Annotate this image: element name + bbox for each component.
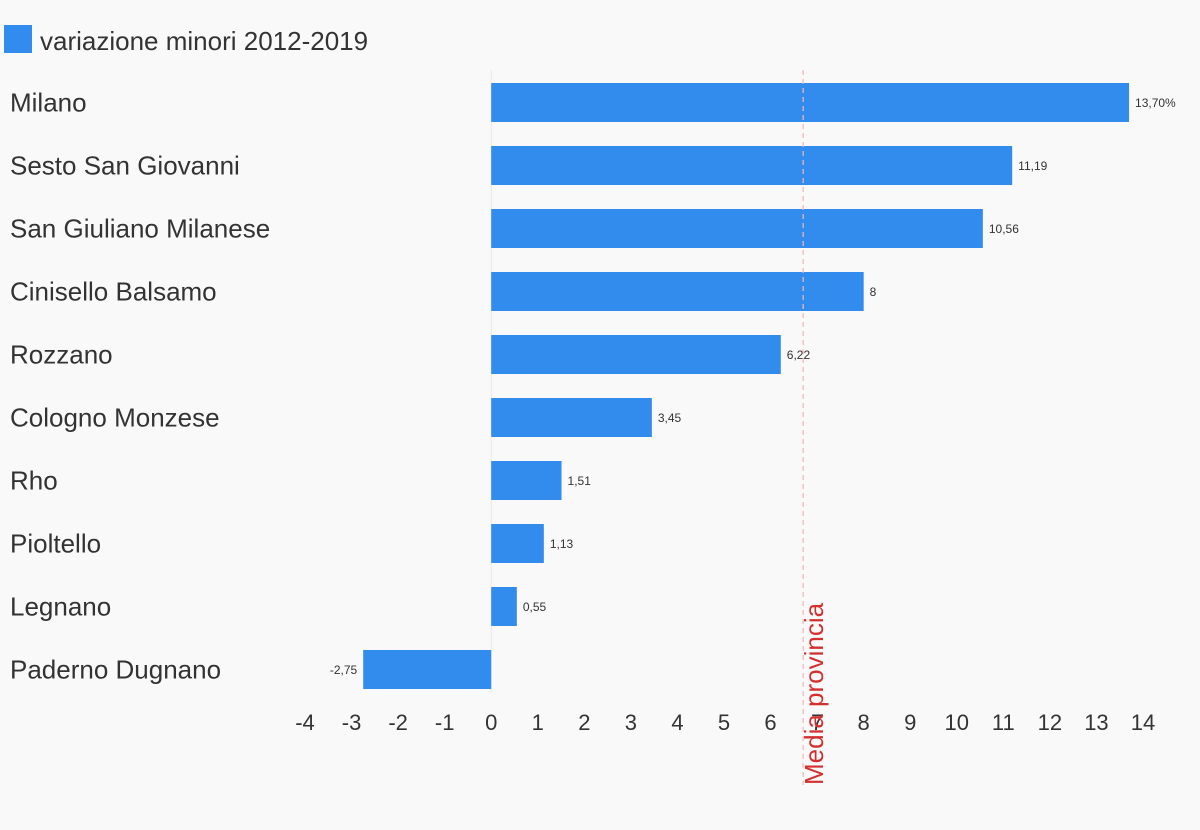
data-labels: 13,70% 11,19 10,56 8 6,22 3,45 1,51 1,13 0,55 -2,… (330, 96, 1176, 677)
category-label: Paderno Dugnano (10, 655, 221, 685)
bar (491, 209, 983, 248)
x-tick-label: 6 (764, 710, 776, 735)
data-label: 8 (870, 285, 877, 299)
bar (491, 398, 652, 437)
bar (491, 587, 517, 626)
legend-label: variazione minori 2012-2019 (40, 26, 368, 56)
category-label: Legnano (10, 592, 111, 622)
x-tick-label: 13 (1084, 710, 1108, 735)
category-label: Milano (10, 88, 87, 118)
category-labels: Milano Sesto San Giovanni San Giuliano Mil… (10, 88, 270, 685)
data-label: 13,70% (1135, 96, 1176, 110)
data-label: 1,13 (550, 537, 574, 551)
x-tick-label: -3 (342, 710, 362, 735)
x-tick-label: 2 (578, 710, 590, 735)
legend-swatch (4, 25, 32, 53)
data-label: 3,45 (658, 411, 682, 425)
category-label: San Giuliano Milanese (10, 214, 270, 244)
x-tick-label: 1 (532, 710, 544, 735)
x-tick-label: 8 (858, 710, 870, 735)
data-label: 6,22 (787, 348, 811, 362)
reference-line-group: Media provincia (799, 70, 829, 785)
category-label: Pioltello (10, 529, 101, 559)
x-tick-label: -4 (295, 710, 315, 735)
legend: variazione minori 2012-2019 (4, 25, 368, 56)
bar (491, 272, 864, 311)
x-tick-label: 5 (718, 710, 730, 735)
x-tick-label: 7 (811, 710, 823, 735)
bar (491, 335, 781, 374)
x-tick-label: 12 (1038, 710, 1062, 735)
x-tick-label: -2 (388, 710, 408, 735)
bars-group (363, 83, 1130, 689)
data-label: 10,56 (989, 222, 1019, 236)
x-tick-label: 11 (992, 710, 1015, 735)
category-label: Cologno Monzese (10, 403, 220, 433)
bar (491, 146, 1013, 185)
x-tick-label: 4 (671, 710, 683, 735)
x-tick-label: 3 (625, 710, 637, 735)
data-label: 11,19 (1018, 159, 1047, 173)
x-tick-label: -1 (435, 710, 455, 735)
category-label: Rozzano (10, 340, 113, 370)
x-axis-tick-labels: -4 -3 -2 -1 0 1 2 3 4 5 6 7 8 9 10 11 12 13 14 (295, 710, 1155, 735)
x-tick-label: 10 (945, 710, 969, 735)
data-label: 1,51 (568, 474, 592, 488)
bar (491, 83, 1130, 122)
media-provincia-label: Media provincia (799, 602, 829, 785)
x-tick-label: 14 (1131, 710, 1155, 735)
x-tick-label: 9 (904, 710, 916, 735)
bar (491, 461, 562, 500)
data-label: 0,55 (523, 600, 547, 614)
bar (491, 524, 544, 563)
category-label: Rho (10, 466, 58, 496)
category-label: Cinisello Balsamo (10, 277, 217, 307)
bar (363, 650, 492, 689)
category-label: Sesto San Giovanni (10, 151, 240, 181)
x-tick-label: 0 (485, 710, 497, 735)
data-label: -2,75 (330, 663, 358, 677)
